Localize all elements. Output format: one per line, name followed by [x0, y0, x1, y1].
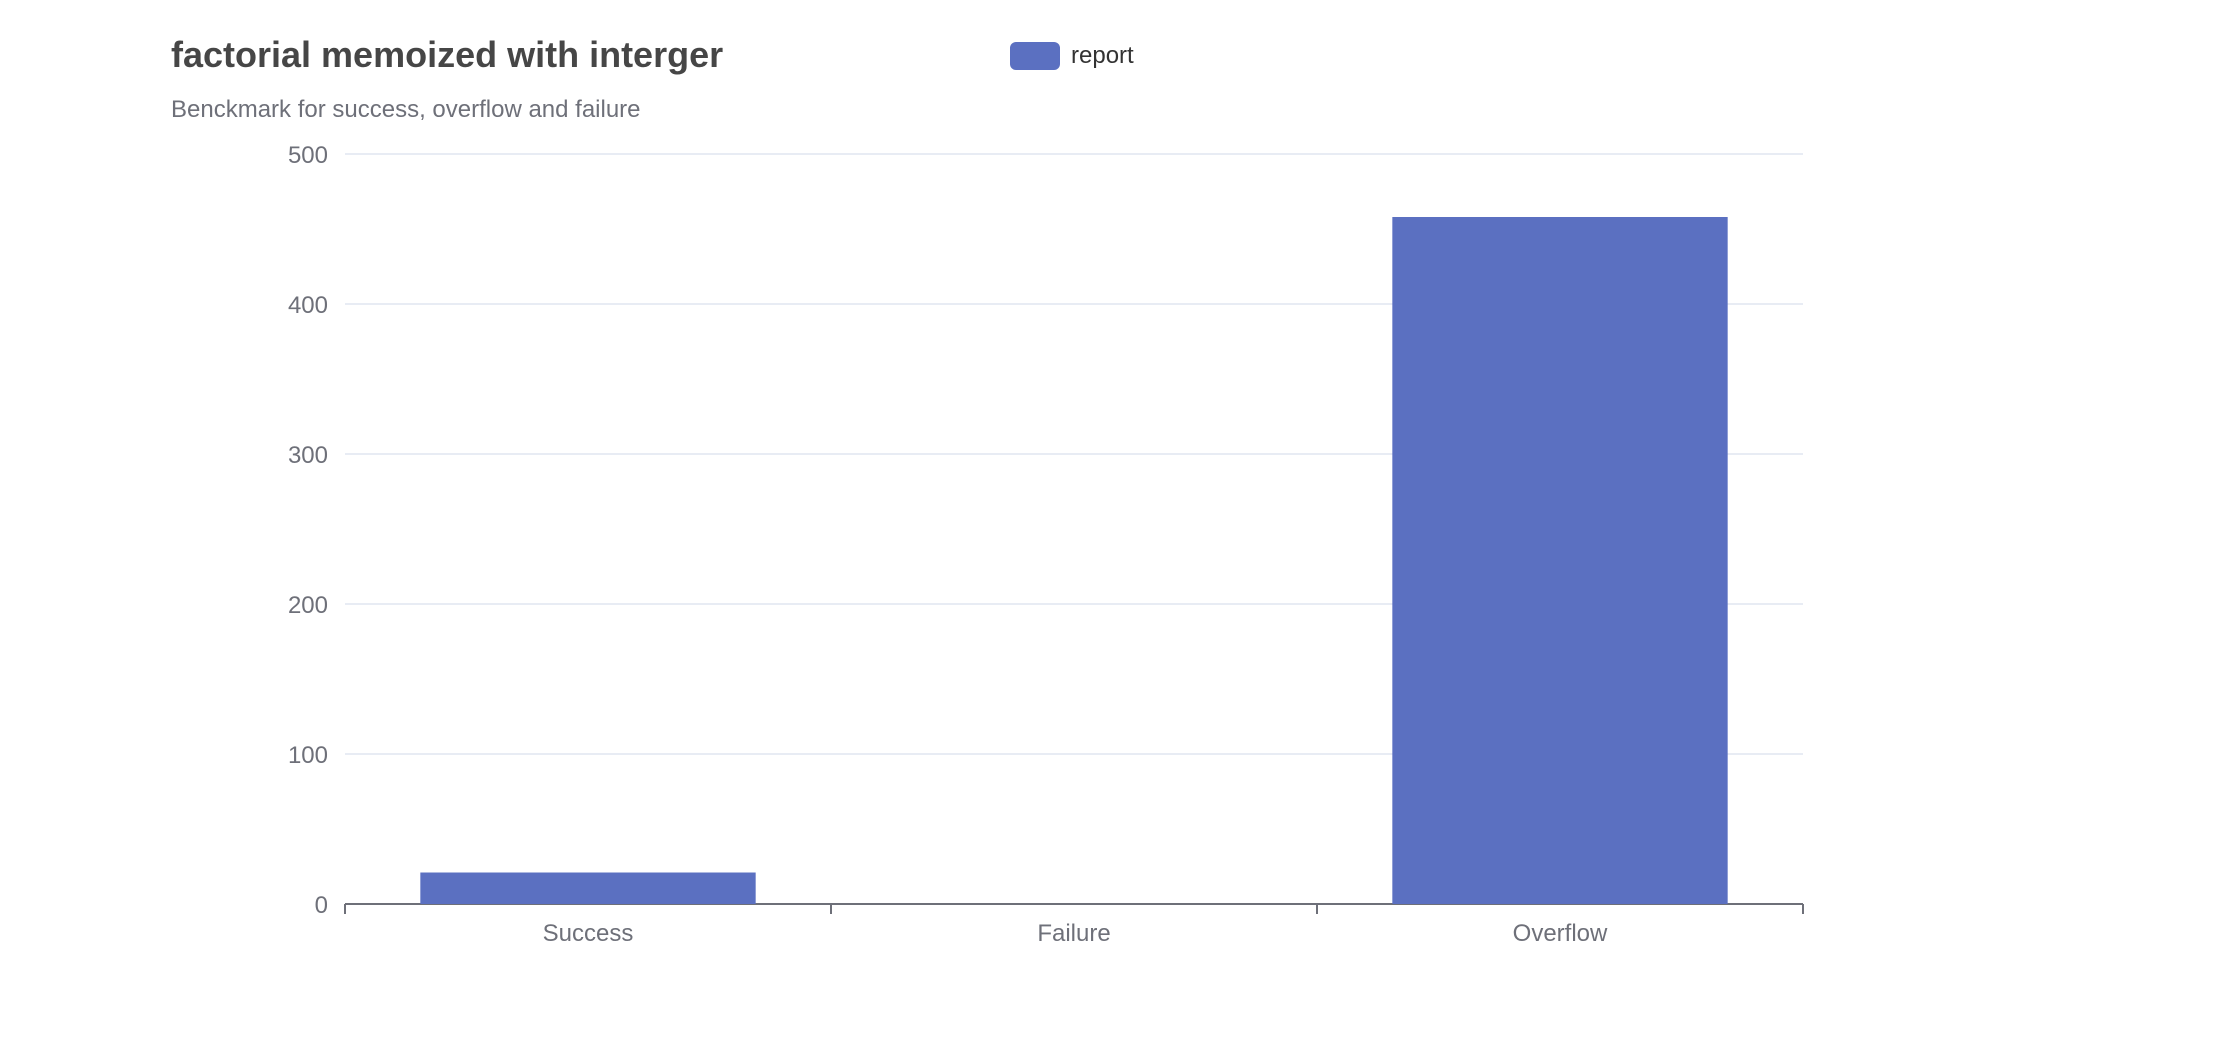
y-tick-label: 300 — [288, 442, 328, 469]
y-tick-label: 200 — [288, 592, 328, 619]
chart-title: factorial memoized with interger — [171, 34, 724, 75]
y-tick-label: 100 — [288, 742, 328, 769]
bar-overflow — [1392, 217, 1728, 904]
legend-label-report: report — [1071, 42, 1134, 69]
x-tick-label: Success — [543, 920, 634, 947]
chart-subtitle: Benckmark for success, overflow and fail… — [171, 96, 641, 123]
x-tick-label: Overflow — [1513, 920, 1608, 947]
y-tick-label: 500 — [288, 142, 328, 169]
y-tick-label: 0 — [315, 892, 328, 919]
x-tick-label: Failure — [1037, 920, 1110, 947]
bar-success — [420, 872, 756, 904]
y-tick-label: 400 — [288, 292, 328, 319]
legend[interactable]: report — [1010, 42, 1134, 70]
legend-swatch-report — [1010, 42, 1060, 70]
